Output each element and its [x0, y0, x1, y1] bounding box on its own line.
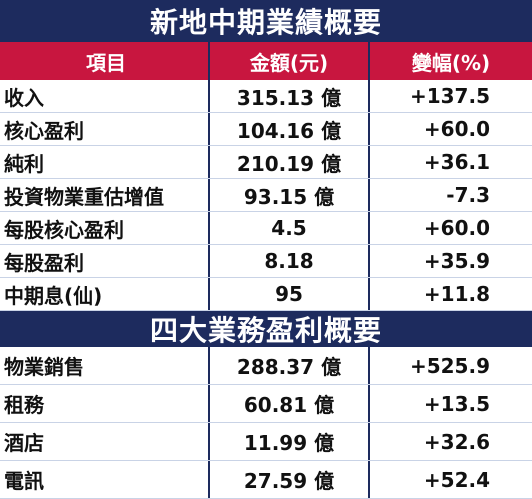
- table-cell: 每股盈利: [0, 245, 210, 277]
- table-cell: 租務: [0, 385, 210, 422]
- table-cell: +525.9: [409, 353, 490, 378]
- table-cell: 95: [210, 278, 370, 310]
- header-cell: 金額(元): [210, 42, 370, 80]
- table-cell: 中期息(仙): [0, 278, 210, 310]
- table-cell: 104.16 億: [210, 113, 370, 145]
- table-cell: +13.5: [423, 391, 490, 416]
- table-row: 收入 315.13 億 +137.5: [0, 80, 532, 113]
- table-row: 酒店 11.99 億 +32.6: [0, 423, 532, 461]
- table-cell: 純利: [0, 146, 210, 178]
- table-row: 投資物業重估增值 93.15 億 -7.3: [0, 179, 532, 212]
- table-cell: 315.13 億: [210, 80, 370, 112]
- section-title: 四大業務盈利概要: [0, 311, 532, 347]
- table-cell: +60.0: [423, 117, 490, 141]
- table-cell: 11.99 億: [210, 423, 370, 460]
- header-cell: 項目: [0, 42, 210, 80]
- table-cell: 收入: [0, 80, 210, 112]
- table-cell: 60.81 億: [210, 385, 370, 422]
- table-cell: 物業銷售: [0, 347, 210, 384]
- table-cell: 4.5: [210, 212, 370, 244]
- table-row: 核心盈利 104.16 億 +60.0: [0, 113, 532, 146]
- table-cell: 288.37 億: [210, 347, 370, 384]
- table-row: 純利 210.19 億 +36.1: [0, 146, 532, 179]
- table-body: 收入 315.13 億 +137.5 核心盈利 104.16 億 +60.0 純利 210.1…: [0, 80, 532, 311]
- table-row: 物業銷售 288.37 億 +525.9: [0, 347, 532, 385]
- table-row: 電訊 27.59 億 +52.4: [0, 461, 532, 499]
- table-cell: 酒店: [0, 423, 210, 460]
- title: 新地中期業績概要: [0, 0, 532, 42]
- table-cell: 每股核心盈利: [0, 212, 210, 244]
- table-cell: 核心盈利: [0, 113, 210, 145]
- table-cell: 8.18: [210, 245, 370, 277]
- table-body: 物業銷售 288.37 億 +525.9 租務 60.81 億 +13.5 酒店 11.99 …: [0, 347, 532, 499]
- header-cell: 變幅(%): [411, 50, 491, 75]
- table-cell: 投資物業重估增值: [0, 179, 210, 211]
- table-cell: +32.6: [423, 429, 490, 454]
- table-row: 租務 60.81 億 +13.5: [0, 385, 532, 423]
- table-row: 中期息(仙) 95 +11.8: [0, 278, 532, 311]
- table-cell: +35.9: [423, 249, 490, 273]
- table-row: 每股盈利 8.18 +35.9: [0, 245, 532, 278]
- table-cell: +60.0: [423, 216, 490, 240]
- table-cell: -7.3: [446, 183, 490, 207]
- table-row: 每股核心盈利 4.5 +60.0: [0, 212, 532, 245]
- table-cell: 93.15 億: [210, 179, 370, 211]
- table-cell: +11.8: [423, 282, 490, 306]
- table-cell: +52.4: [423, 467, 490, 492]
- table-cell: +137.5: [409, 84, 490, 108]
- header-row: 項目 金額(元) 變幅(%): [0, 42, 532, 80]
- table-cell: +36.1: [423, 150, 490, 174]
- table-cell: 210.19 億: [210, 146, 370, 178]
- table-cell: 27.59 億: [210, 461, 370, 498]
- table-cell: 電訊: [0, 461, 210, 498]
